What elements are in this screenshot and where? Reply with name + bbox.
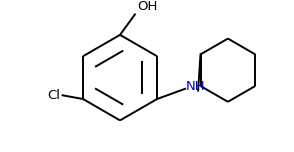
- Text: NH: NH: [186, 80, 206, 93]
- Text: Cl: Cl: [48, 89, 61, 102]
- Text: OH: OH: [137, 0, 157, 14]
